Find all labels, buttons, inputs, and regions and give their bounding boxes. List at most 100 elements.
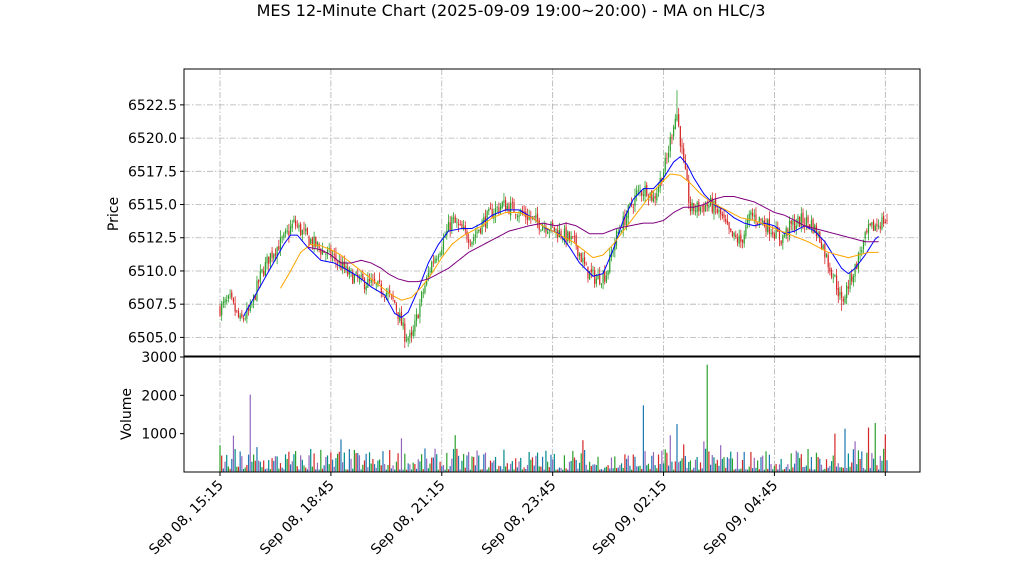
candle-body <box>427 272 429 278</box>
volume-bar <box>384 464 386 472</box>
volume-bar <box>646 465 648 472</box>
volume-bar <box>578 462 581 472</box>
candle-body <box>852 276 855 283</box>
volume-bar <box>330 452 332 472</box>
candle-body <box>394 300 396 303</box>
candle-body <box>736 237 739 243</box>
volume-bar <box>343 452 345 472</box>
volume-bar <box>671 461 673 472</box>
volume-bar <box>847 453 849 472</box>
volume-bar <box>303 465 305 472</box>
volume-bar <box>340 439 342 472</box>
candle-body <box>337 262 339 264</box>
candle-body <box>264 262 266 276</box>
price-y-tick-label: 6507.5 <box>128 297 177 313</box>
candle-body <box>300 224 302 235</box>
candle-body <box>575 235 577 246</box>
ma-slow-line <box>307 196 879 283</box>
volume-bar <box>320 449 322 472</box>
volume-bar <box>321 468 324 472</box>
candle-body <box>489 208 492 210</box>
candle-body <box>881 217 883 230</box>
volume-bar <box>489 460 492 472</box>
volume-bar <box>874 422 876 472</box>
volume-bar <box>767 468 769 472</box>
candle-body <box>494 207 497 216</box>
candle-body <box>594 270 596 284</box>
volume-bar <box>587 469 589 472</box>
candle-body <box>629 203 631 205</box>
volume-bar <box>397 453 399 472</box>
candle-body <box>673 127 675 137</box>
volume-bar <box>879 455 881 472</box>
volume-bar <box>659 464 661 472</box>
candle-body <box>410 332 413 336</box>
volume-bar <box>590 466 592 472</box>
candle-body <box>847 286 849 289</box>
candle-body <box>313 236 315 247</box>
volume-bar <box>572 450 574 472</box>
candle-body <box>511 202 513 204</box>
candle-body <box>565 226 567 242</box>
volume-bar <box>338 451 340 472</box>
candle-body <box>286 230 288 232</box>
candle-body <box>506 205 508 211</box>
price-grid <box>184 69 920 356</box>
candle-body <box>320 249 322 255</box>
volume-y-label: Volume <box>119 388 135 440</box>
volume-bar <box>834 433 836 472</box>
volume-bar <box>770 463 772 472</box>
volume-bar <box>614 456 616 472</box>
candle-body <box>370 279 372 283</box>
volume-bar <box>452 449 455 472</box>
candle-body <box>400 311 403 326</box>
volume-bar <box>728 458 730 472</box>
volume-bar <box>802 467 804 472</box>
volume-bar <box>698 469 700 472</box>
price-candles <box>219 90 888 349</box>
candle-body <box>298 224 300 228</box>
volume-y-tick-label: 3000 <box>141 350 177 366</box>
volume-bar <box>296 466 298 472</box>
candle-body <box>449 222 451 231</box>
volume-bar <box>674 461 676 472</box>
candle-body <box>436 258 438 261</box>
candle-body <box>720 207 722 215</box>
candle-body <box>333 254 335 255</box>
candle-body <box>404 323 406 342</box>
volume-bar <box>736 452 739 472</box>
volume-bar <box>810 457 813 472</box>
candle-body <box>800 213 802 226</box>
candle-body <box>644 185 646 197</box>
volume-bar <box>656 468 658 472</box>
volume-bar <box>518 461 520 472</box>
volume-bar <box>404 453 406 472</box>
price-y-label: Price <box>106 197 122 231</box>
volume-bar <box>362 464 364 472</box>
candle-body <box>762 220 764 223</box>
candle-body <box>871 221 873 226</box>
volume-bar <box>441 466 443 472</box>
volume-bar <box>310 449 312 472</box>
volume-bar <box>488 467 490 472</box>
candle-body <box>483 217 485 222</box>
candle-body <box>740 234 742 242</box>
candle-body <box>758 216 760 222</box>
candle-body <box>792 220 794 225</box>
candle-body <box>830 269 833 278</box>
candle-body <box>457 224 460 225</box>
volume-bar <box>419 461 421 472</box>
candle-body <box>259 270 261 282</box>
moving-averages <box>243 155 879 319</box>
candle-body <box>602 272 604 283</box>
candle-body <box>842 298 844 302</box>
volume-bar <box>342 462 344 472</box>
volume-bar <box>647 463 650 472</box>
candle-body <box>308 236 310 246</box>
x-tick-label: Sep 09, 02:15 <box>590 478 671 559</box>
candle-body <box>622 216 624 231</box>
candle-body <box>731 231 734 237</box>
volume-bar <box>415 468 418 472</box>
candle-body <box>723 214 725 218</box>
volume-bar <box>629 465 631 472</box>
